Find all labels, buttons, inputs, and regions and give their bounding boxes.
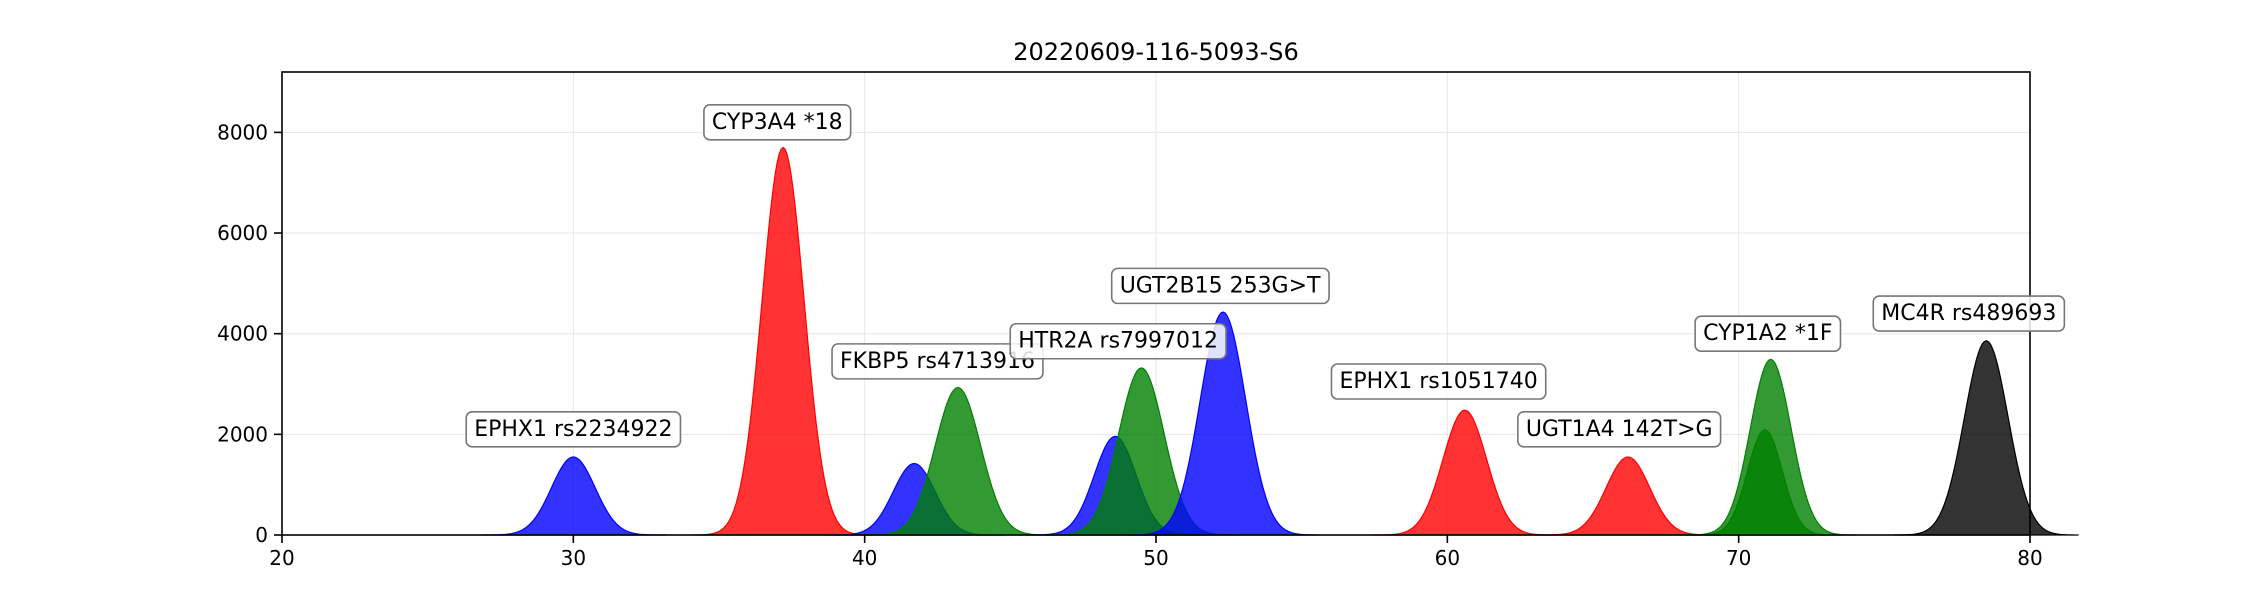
peak-red [1535,456,1721,536]
peak-label: UGT1A4 142T>G [1517,411,1722,448]
peak-label-box [1110,267,1330,305]
peak-label-box [465,411,682,448]
y-tick-label: 8000 [217,120,268,144]
peak-label-text: CYP1A2 *1F [1703,321,1832,346]
peak-label-box [1872,295,2066,332]
peak-green [1684,358,1857,536]
chart-title: 20220609-116-5093-S6 [1013,38,1299,66]
peak-green [861,386,1054,536]
peak-labels: EPHX1 rs2234922 CYP3A4 *18 FKBP5 rs4713916… [465,104,2066,448]
x-tick-label: 20 [269,546,294,570]
peak-black [1893,340,2079,536]
peak-label-box [1009,322,1227,360]
peak-blue [1126,311,1320,536]
peak-label: HTR2A rs7997012 [1009,322,1227,360]
peak-blue [480,456,666,536]
axis-ticks: 20 30 40 50 60 70 80 0 2000 4000 6000 8000 [217,120,2043,570]
y-tick-label: 0 [255,523,268,547]
peak-label: FKBP5 rs4713916 [831,343,1044,380]
peak-red [694,146,872,536]
x-tick-label: 30 [561,546,586,570]
x-tick-label: 80 [2017,546,2042,570]
x-tick-label: 60 [1435,546,1460,570]
y-tick-label: 6000 [217,221,268,245]
peak-label-text: FKBP5 rs4713916 [840,349,1035,374]
y-tick-label: 2000 [217,422,268,446]
x-tick-label: 50 [1143,546,1168,570]
peak-red [1372,409,1558,536]
peak-label: CYP1A2 *1F [1694,315,1842,352]
peak-label: CYP3A4 *18 [703,104,852,141]
peak-label-text: CYP3A4 *18 [712,110,843,135]
peak-label-text: UGT1A4 142T>G [1526,417,1713,442]
peak-label-box [1517,411,1722,448]
x-tick-label: 40 [852,546,877,570]
peak-label-text: MC4R rs489693 [1881,301,2056,326]
x-tick-label: 70 [1726,546,1751,570]
peak-label-text: HTR2A rs7997012 [1018,329,1218,354]
peak-label-text: UGT2B15 253G>T [1120,273,1321,298]
peak-label-box [831,343,1044,380]
peak-label-box [1694,315,1842,352]
y-tick-label: 4000 [217,322,268,346]
peaks [480,146,2079,536]
peak-label: EPHX1 rs2234922 [465,411,682,448]
peak-label-box [703,104,852,141]
peak-label: UGT2B15 253G>T [1110,267,1330,305]
peak-label-text: EPHX1 rs2234922 [474,417,672,442]
peak-label: MC4R rs489693 [1872,295,2066,332]
peak-label-text: EPHX1 rs1051740 [1339,369,1537,394]
peak-label-box [1330,363,1547,400]
peak-label: EPHX1 rs1051740 [1330,363,1547,400]
